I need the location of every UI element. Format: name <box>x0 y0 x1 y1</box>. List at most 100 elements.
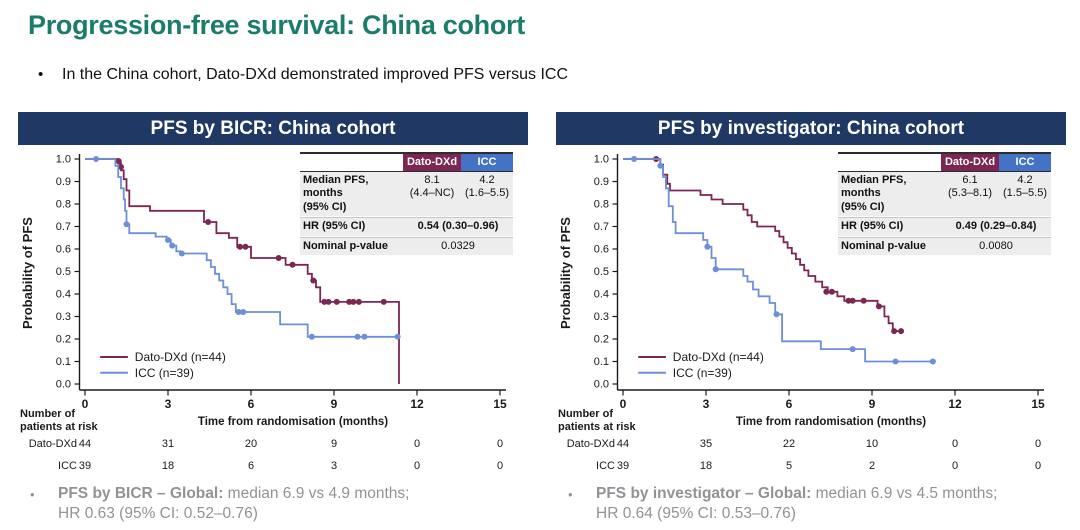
x-axis-title: Time from randomisation (months) <box>198 416 388 428</box>
stats-col-icc: ICC <box>461 154 513 171</box>
risk-count: 35 <box>700 438 712 450</box>
censor-mark-dato-dxd <box>205 219 212 225</box>
censor-mark-icc <box>308 333 315 340</box>
footnote-bold: PFS by investigator – Global: <box>596 485 812 502</box>
risk-count: 31 <box>162 438 174 450</box>
risk-row-label: ICC <box>596 460 615 472</box>
hr-label: HR (95% CI) <box>303 220 366 233</box>
censor-mark-dato-dxd <box>845 297 852 304</box>
risk-title: patients at risk <box>20 421 99 433</box>
footnote-bold: PFS by BICR – Global: <box>58 485 224 502</box>
y-tick-label: 0.6 <box>594 244 609 256</box>
x-tick-label: 12 <box>410 397 424 411</box>
km-plot-investigator: 0.0 0.1 0.2 0.3 0.4 0.5 0.6 0.7 0.8 0.9 1.0 Probabi… <box>558 154 1045 473</box>
censor-mark-icc <box>394 333 401 340</box>
censor-mark-icc <box>178 250 185 257</box>
legend-label: Dato-DXd (n=44) <box>135 350 226 364</box>
y-tick-label: 0.5 <box>56 266 71 278</box>
censor-mark-dato-dxd <box>310 277 317 284</box>
censor-mark-icc <box>929 358 936 365</box>
stats-col-icc: ICC <box>999 154 1051 171</box>
censor-mark-icc <box>773 311 780 318</box>
x-tick-label: 0 <box>82 397 89 411</box>
y-tick-label: 0.4 <box>594 289 609 301</box>
censor-mark-dato-dxd <box>325 298 332 305</box>
km-curve-icc <box>85 158 398 338</box>
censor-mark-dato-dxd <box>115 158 122 165</box>
risk-count: 0 <box>414 438 420 450</box>
pvalue-value: 0.0080 <box>979 239 1013 252</box>
footnote-bicr-global: • PFS by BICR – Global: median 6.9 vs 4.… <box>30 484 530 525</box>
legend-label: ICC (n=39) <box>135 366 194 380</box>
median-icc-value: 4.2 (1.6–5.5) <box>464 174 510 200</box>
y-tick-label: 0.7 <box>594 221 609 233</box>
x-axis-title: Time from randomisation (months) <box>736 416 926 428</box>
y-tick-label: 0.7 <box>56 221 71 233</box>
stats-row-hr: HR (95% CI) 0.54 (0.30–0.96) <box>300 218 513 237</box>
y-tick-label: 0.0 <box>594 379 609 391</box>
hr-label: HR (95% CI) <box>841 220 904 233</box>
km-plot-bicr: 0.0 0.1 0.2 0.3 0.4 0.5 0.6 0.7 0.8 0.9 1.0 Probabi… <box>20 154 507 473</box>
x-tick-label: 9 <box>331 397 338 411</box>
x-tick-label: 6 <box>786 397 793 411</box>
y-axis-title: Probability of PFS <box>558 217 573 329</box>
stats-col-dato: Dato-DXd <box>403 154 461 171</box>
y-tick-label: 0.9 <box>56 176 71 188</box>
x-tick-label: 15 <box>493 397 507 411</box>
risk-count: 18 <box>162 460 174 472</box>
km-curve-dato-dxd <box>623 158 904 332</box>
stats-table-investigator: Dato-DXd ICC Median PFS, months (95% CI)… <box>838 152 1051 257</box>
risk-count: 10 <box>866 438 878 450</box>
risk-count: 2 <box>869 460 875 472</box>
risk-count: 6 <box>248 460 254 472</box>
risk-count: 18 <box>700 460 712 472</box>
x-tick-label: 3 <box>165 397 172 411</box>
panel-header-text: PFS by investigator: China cohort <box>657 117 965 139</box>
censor-mark-dato-dxd <box>860 297 867 304</box>
pvalue-label: Nominal p-value <box>841 239 926 252</box>
y-tick-label: 0.9 <box>594 176 609 188</box>
censor-mark-icc <box>361 333 368 340</box>
median-dato-value: 8.1 (4.4–NC) <box>409 174 455 200</box>
panel-header-text: PFS by BICR: China cohort <box>150 117 396 139</box>
censor-mark-dato-dxd <box>828 288 835 295</box>
censor-mark-icc <box>712 266 719 273</box>
risk-row-label: Dato-DXd <box>29 438 77 450</box>
panel-pfs-bicr: PFS by BICR: China cohort 0.0 0.1 0.2 0.3 0.… <box>18 112 528 484</box>
censor-mark-icc <box>354 333 361 340</box>
x-tick-label: 15 <box>1031 397 1045 411</box>
stats-row-median: Median PFS, months (95% CI) 6.1 (5.3–8.1… <box>838 172 1051 218</box>
censor-mark-dato-dxd <box>346 298 353 305</box>
censor-mark-dato-dxd <box>355 298 362 305</box>
y-tick-label: 0.8 <box>594 199 609 211</box>
x-tick-label: 3 <box>703 397 710 411</box>
risk-count: 0 <box>952 438 958 450</box>
stats-row-pvalue: Nominal p-value 0.0080 <box>838 237 1051 257</box>
pvalue-label: Nominal p-value <box>303 239 388 252</box>
panel-pfs-investigator: PFS by investigator: China cohort 0.0 0.1… <box>556 112 1066 484</box>
y-tick-label: 0.4 <box>56 289 71 301</box>
risk-count: 5 <box>786 460 792 472</box>
page-title: Progression-free survival: China cohort <box>28 10 525 40</box>
pvalue-value: 0.0329 <box>441 239 475 252</box>
censor-mark-dato-dxd <box>875 303 882 310</box>
x-tick-label: 12 <box>948 397 962 411</box>
censor-mark-dato-dxd <box>823 288 830 295</box>
risk-count: 0 <box>1035 438 1041 450</box>
bullet-icon: • <box>38 66 44 83</box>
risk-title: Number of <box>20 408 75 420</box>
stats-corner-cell <box>838 154 941 171</box>
stats-row-pvalue: Nominal p-value 0.0329 <box>300 237 513 257</box>
censor-mark-dato-dxd <box>849 297 856 304</box>
y-tick-label: 0.8 <box>56 199 71 211</box>
censor-mark-dato-dxd <box>275 255 282 261</box>
censor-mark-icc <box>93 156 100 162</box>
risk-count: 0 <box>952 460 958 472</box>
x-tick-label: 9 <box>869 397 876 411</box>
hr-value: 0.54 (0.30–0.96) <box>417 220 499 233</box>
risk-count: 0 <box>1035 460 1041 472</box>
censor-mark-icc <box>123 221 130 228</box>
footnote-bullet-icon: • <box>568 487 573 502</box>
stats-divider <box>300 217 513 219</box>
